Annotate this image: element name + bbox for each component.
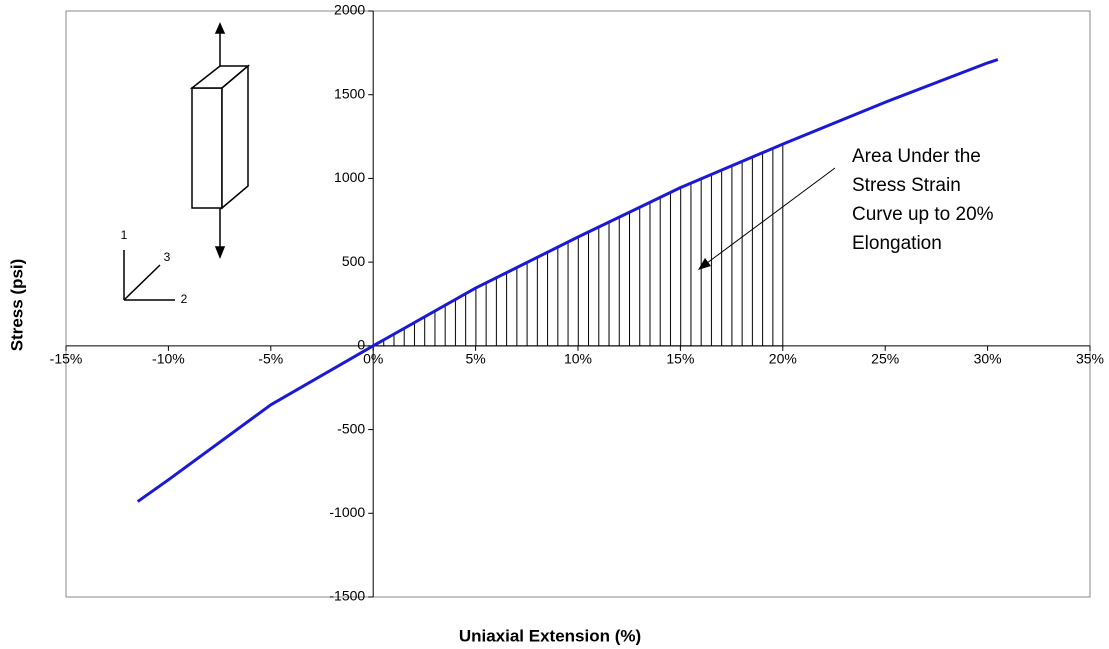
y-tick-label: -1000 (329, 504, 365, 520)
y-tick-label: 1000 (334, 169, 365, 185)
x-axis-title: Uniaxial Extension (%) (459, 626, 641, 645)
shaded-area (371, 143, 784, 347)
x-tick-label: 10% (564, 351, 592, 367)
y-tick-label: 500 (342, 253, 366, 269)
x-tick-label: 15% (666, 351, 694, 367)
annotation: Curve up to 20% (852, 204, 994, 225)
inset-label: 1 (121, 228, 128, 242)
x-tick-label: 0% (363, 351, 383, 367)
y-tick-label: -500 (337, 420, 365, 436)
annotation: Elongation (852, 233, 942, 254)
y-tick-label: 2000 (334, 2, 365, 18)
y-axis-title: Stress (psi) (7, 259, 26, 352)
x-tick-label: 30% (974, 351, 1002, 367)
plot-area (65, 10, 1091, 598)
x-tick-label: 35% (1076, 351, 1104, 367)
x-tick-label: -15% (50, 351, 83, 367)
line (136, 58, 999, 503)
y-tick-label: 0 (357, 337, 365, 353)
x-tick-label: -5% (258, 351, 283, 367)
inset-label: 3 (164, 250, 171, 264)
y-tick-label: 1500 (334, 85, 365, 101)
x-tick-label: 5% (465, 351, 485, 367)
x-tick-label: 25% (871, 351, 899, 367)
specimen-diagram (123, 22, 251, 301)
annotation: Stress Strain (852, 175, 961, 196)
annotation: Area Under the (852, 146, 981, 167)
x-tick-label: -10% (152, 351, 185, 367)
x-tick-label: 20% (769, 351, 797, 367)
inset-label: 2 (181, 292, 188, 306)
y-tick-label: -1500 (329, 588, 365, 604)
